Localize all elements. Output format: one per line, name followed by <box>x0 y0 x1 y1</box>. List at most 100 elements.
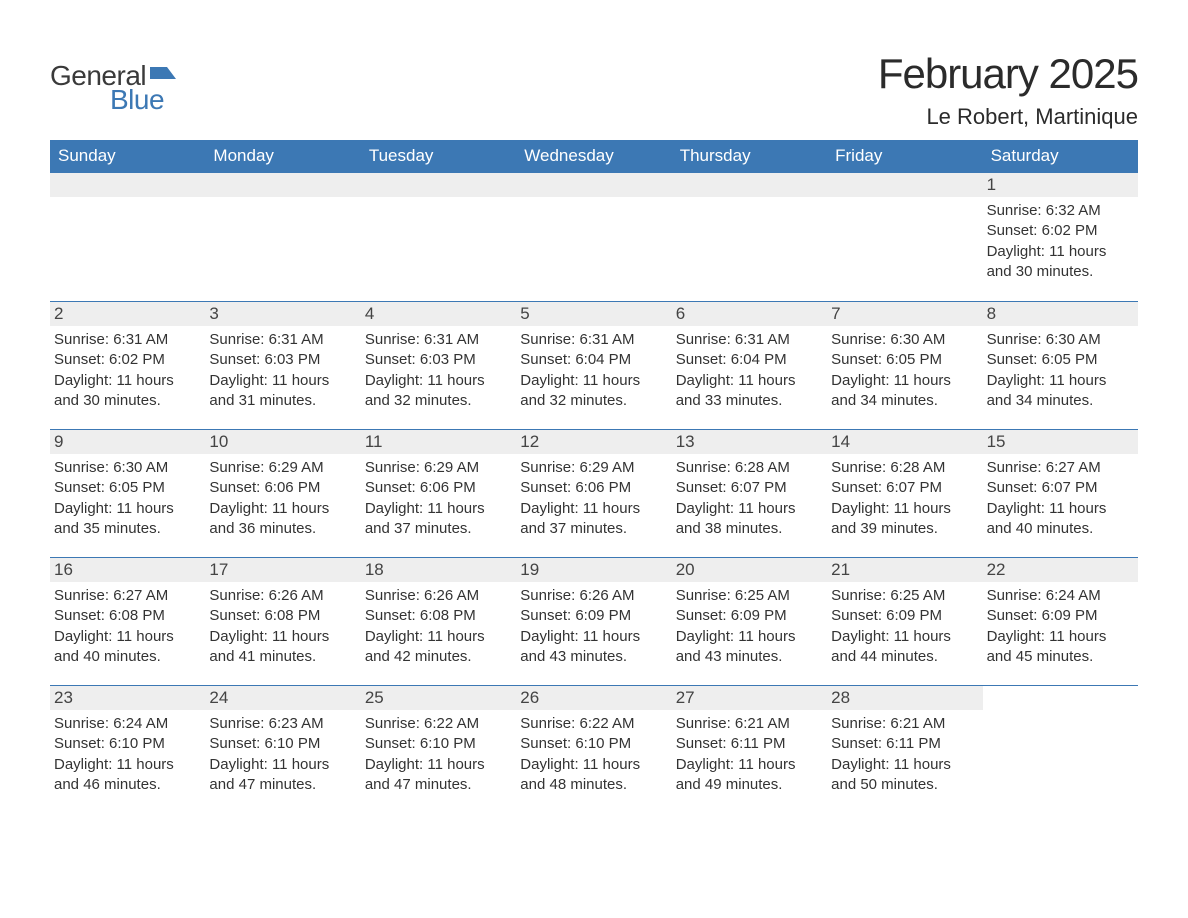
sunset-text: Sunset: 6:07 PM <box>676 478 821 498</box>
day-number <box>672 173 827 197</box>
day-number <box>361 173 516 197</box>
day-number: 15 <box>983 430 1138 454</box>
day-number: 1 <box>983 173 1138 197</box>
sunset-text: Sunset: 6:04 PM <box>520 350 665 370</box>
day-info: Sunrise: 6:32 AMSunset: 6:02 PMDaylight:… <box>987 201 1132 282</box>
day-number: 8 <box>983 302 1138 326</box>
day-info: Sunrise: 6:27 AMSunset: 6:07 PMDaylight:… <box>987 458 1132 539</box>
day-info: Sunrise: 6:31 AMSunset: 6:04 PMDaylight:… <box>520 330 665 411</box>
sunset-text: Sunset: 6:09 PM <box>520 606 665 626</box>
day-cell: 25Sunrise: 6:22 AMSunset: 6:10 PMDayligh… <box>361 686 516 813</box>
day-cell: 11Sunrise: 6:29 AMSunset: 6:06 PMDayligh… <box>361 430 516 557</box>
day-number <box>205 173 360 197</box>
sunrise-text: Sunrise: 6:28 AM <box>676 458 821 478</box>
sunrise-text: Sunrise: 6:26 AM <box>209 586 354 606</box>
day-cell: 1 Sunrise: 6:32 AMSunset: 6:02 PMDaylight… <box>983 173 1138 301</box>
sunset-text: Sunset: 6:02 PM <box>987 221 1132 241</box>
sunrise-text: Sunrise: 6:31 AM <box>54 330 199 350</box>
day-cell: 27 Sunrise: 6:21 AMSunset: 6:11 PMDayligh… <box>672 686 827 813</box>
sunset-text: Sunset: 6:10 PM <box>209 734 354 754</box>
location: Le Robert, Martinique <box>878 104 1138 130</box>
day-cell: 28 Sunrise: 6:21 AMSunset: 6:11 PMDayligh… <box>827 686 982 813</box>
sunrise-text: Sunrise: 6:21 AM <box>676 714 821 734</box>
day-info: Sunrise: 6:25 AMSunset: 6:09 PMDaylight:… <box>831 586 976 667</box>
day-info: Sunrise: 6:29 AMSunset: 6:06 PMDaylight:… <box>365 458 510 539</box>
day-cell: 19Sunrise: 6:26 AMSunset: 6:09 PMDayligh… <box>516 558 671 685</box>
sunrise-text: Sunrise: 6:27 AM <box>987 458 1132 478</box>
day-info: Sunrise: 6:24 AMSunset: 6:09 PMDaylight:… <box>987 586 1132 667</box>
day-info: Sunrise: 6:22 AMSunset: 6:10 PMDaylight:… <box>365 714 510 795</box>
daylight-text: Daylight: 11 hours and 41 minutes. <box>209 627 354 668</box>
sunrise-text: Sunrise: 6:30 AM <box>831 330 976 350</box>
daylight-text: Daylight: 11 hours and 47 minutes. <box>365 755 510 796</box>
sunrise-text: Sunrise: 6:25 AM <box>676 586 821 606</box>
sunset-text: Sunset: 6:09 PM <box>831 606 976 626</box>
daylight-text: Daylight: 11 hours and 43 minutes. <box>520 627 665 668</box>
day-info: Sunrise: 6:30 AMSunset: 6:05 PMDaylight:… <box>987 330 1132 411</box>
sunset-text: Sunset: 6:11 PM <box>831 734 976 754</box>
daylight-text: Daylight: 11 hours and 37 minutes. <box>520 499 665 540</box>
sunrise-text: Sunrise: 6:22 AM <box>365 714 510 734</box>
day-cell <box>205 173 360 301</box>
day-cell <box>50 173 205 301</box>
weekday-header-row: SundayMondayTuesdayWednesdayThursdayFrid… <box>50 140 1138 173</box>
sunrise-text: Sunrise: 6:32 AM <box>987 201 1132 221</box>
day-cell: 2Sunrise: 6:31 AMSunset: 6:02 PMDaylight… <box>50 302 205 429</box>
sunset-text: Sunset: 6:06 PM <box>520 478 665 498</box>
sunset-text: Sunset: 6:02 PM <box>54 350 199 370</box>
day-number: 13 <box>672 430 827 454</box>
day-info: Sunrise: 6:30 AMSunset: 6:05 PMDaylight:… <box>54 458 199 539</box>
day-cell: 15 Sunrise: 6:27 AMSunset: 6:07 PMDayligh… <box>983 430 1138 557</box>
day-number: 19 <box>516 558 671 582</box>
day-number: 7 <box>827 302 982 326</box>
day-number: 26 <box>516 686 671 710</box>
sunrise-text: Sunrise: 6:31 AM <box>365 330 510 350</box>
daylight-text: Daylight: 11 hours and 33 minutes. <box>676 371 821 412</box>
day-cell: 12Sunrise: 6:29 AMSunset: 6:06 PMDayligh… <box>516 430 671 557</box>
sunrise-text: Sunrise: 6:27 AM <box>54 586 199 606</box>
daylight-text: Daylight: 11 hours and 37 minutes. <box>365 499 510 540</box>
day-cell: 22Sunrise: 6:24 AMSunset: 6:09 PMDayligh… <box>983 558 1138 685</box>
day-cell: 16Sunrise: 6:27 AMSunset: 6:08 PMDayligh… <box>50 558 205 685</box>
sunset-text: Sunset: 6:08 PM <box>365 606 510 626</box>
daylight-text: Daylight: 11 hours and 31 minutes. <box>209 371 354 412</box>
day-number: 14 <box>827 430 982 454</box>
day-info: Sunrise: 6:28 AMSunset: 6:07 PMDaylight:… <box>676 458 821 539</box>
daylight-text: Daylight: 11 hours and 50 minutes. <box>831 755 976 796</box>
day-info: Sunrise: 6:25 AMSunset: 6:09 PMDaylight:… <box>676 586 821 667</box>
calendar: SundayMondayTuesdayWednesdayThursdayFrid… <box>50 140 1138 813</box>
sunrise-text: Sunrise: 6:21 AM <box>831 714 976 734</box>
sunset-text: Sunset: 6:05 PM <box>987 350 1132 370</box>
daylight-text: Daylight: 11 hours and 36 minutes. <box>209 499 354 540</box>
daylight-text: Daylight: 11 hours and 45 minutes. <box>987 627 1132 668</box>
day-cell: 4Sunrise: 6:31 AMSunset: 6:03 PMDaylight… <box>361 302 516 429</box>
daylight-text: Daylight: 11 hours and 39 minutes. <box>831 499 976 540</box>
sunset-text: Sunset: 6:03 PM <box>365 350 510 370</box>
daylight-text: Daylight: 11 hours and 40 minutes. <box>54 627 199 668</box>
daylight-text: Daylight: 11 hours and 34 minutes. <box>831 371 976 412</box>
day-cell: 7Sunrise: 6:30 AMSunset: 6:05 PMDaylight… <box>827 302 982 429</box>
day-number: 18 <box>361 558 516 582</box>
day-cell: 20Sunrise: 6:25 AMSunset: 6:09 PMDayligh… <box>672 558 827 685</box>
day-cell: 6Sunrise: 6:31 AMSunset: 6:04 PMDaylight… <box>672 302 827 429</box>
day-number: 27 <box>672 686 827 710</box>
sunrise-text: Sunrise: 6:26 AM <box>365 586 510 606</box>
week-row: 23Sunrise: 6:24 AMSunset: 6:10 PMDayligh… <box>50 685 1138 813</box>
day-number: 28 <box>827 686 982 710</box>
weekday-header: Saturday <box>983 140 1138 173</box>
sunset-text: Sunset: 6:06 PM <box>365 478 510 498</box>
day-cell: 3Sunrise: 6:31 AMSunset: 6:03 PMDaylight… <box>205 302 360 429</box>
sunset-text: Sunset: 6:09 PM <box>676 606 821 626</box>
day-cell <box>361 173 516 301</box>
day-info: Sunrise: 6:21 AMSunset: 6:11 PMDaylight:… <box>676 714 821 795</box>
day-number: 21 <box>827 558 982 582</box>
day-info: Sunrise: 6:24 AMSunset: 6:10 PMDaylight:… <box>54 714 199 795</box>
week-row: 9Sunrise: 6:30 AMSunset: 6:05 PMDaylight… <box>50 429 1138 557</box>
logo-text-blue: Blue <box>110 84 164 116</box>
page-title: February 2025 <box>878 50 1138 98</box>
header: General Blue February 2025 Le Robert, Ma… <box>50 50 1138 130</box>
sunrise-text: Sunrise: 6:30 AM <box>54 458 199 478</box>
weekday-header: Sunday <box>50 140 205 173</box>
day-cell: 26Sunrise: 6:22 AMSunset: 6:10 PMDayligh… <box>516 686 671 813</box>
day-info: Sunrise: 6:26 AMSunset: 6:08 PMDaylight:… <box>209 586 354 667</box>
